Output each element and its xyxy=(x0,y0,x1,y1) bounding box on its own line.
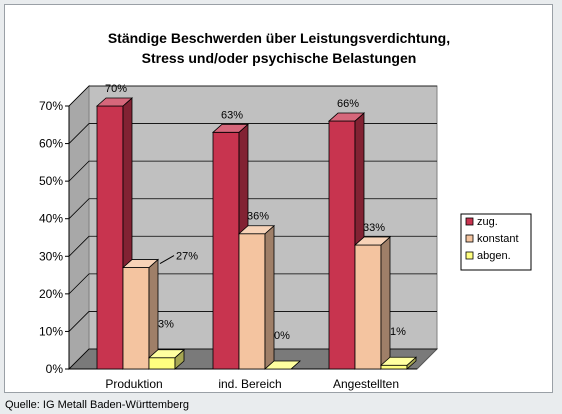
label-leader xyxy=(159,255,175,264)
bar-top xyxy=(353,236,392,246)
bar-side xyxy=(380,236,391,370)
chart-title-line-1: Ständige Beschwerden über Leistungsverdi… xyxy=(108,30,450,46)
y-tick-label: 60% xyxy=(39,137,63,151)
legend-label: abgen. xyxy=(477,250,511,262)
data-label: 33% xyxy=(363,222,385,234)
legend: zug. konstant abgen. xyxy=(460,213,532,271)
gridline xyxy=(68,348,437,370)
legend-swatch xyxy=(465,234,474,243)
data-label: 36% xyxy=(247,211,269,223)
bar-top xyxy=(147,349,186,359)
y-tick-label: 70% xyxy=(39,99,63,113)
x-tick-label: Produktion xyxy=(105,377,162,391)
legend-label: zug. xyxy=(477,216,498,228)
data-label: 66% xyxy=(337,98,359,110)
y-tick-label: 10% xyxy=(39,324,63,338)
bar-front xyxy=(380,364,408,370)
gridline xyxy=(68,123,437,144)
y-tick-label: 20% xyxy=(39,287,63,301)
source-note: Quelle: IG Metall Baden-Württemberg xyxy=(5,399,190,411)
bar-top xyxy=(237,225,276,235)
x-tick-label: Angestellten xyxy=(333,377,399,391)
plot-area: 0% 10% 20% 30% 40% 50% 60% 70% 70% 27% 3% Produktio… xyxy=(39,83,439,391)
legend-label: konstant xyxy=(477,233,519,245)
chart: Ständige Beschwerden über Leistungsverdi… xyxy=(39,30,532,391)
gridline xyxy=(68,311,437,332)
bar-front xyxy=(122,267,150,370)
bar-front xyxy=(212,131,240,370)
gridline xyxy=(68,85,437,107)
bar-top xyxy=(263,360,302,370)
gridline xyxy=(68,160,437,182)
legend-swatch xyxy=(465,217,474,226)
chart-title-line-2: Stress und/oder psychische Belastungen xyxy=(142,50,417,66)
data-label: 0% xyxy=(274,330,290,342)
legend-swatch xyxy=(465,251,474,260)
x-tick-label: ind. Bereich xyxy=(218,377,281,391)
gridline xyxy=(68,198,437,219)
y-tick-label: 50% xyxy=(39,174,63,188)
gridline xyxy=(68,235,437,257)
bar-front xyxy=(148,357,176,370)
bar-side xyxy=(264,224,275,370)
bar-top xyxy=(379,356,418,366)
side-wall xyxy=(68,84,90,371)
data-label: 70% xyxy=(105,83,127,95)
bar-top xyxy=(211,123,250,133)
gridline xyxy=(68,273,437,295)
y-tick-label: 0% xyxy=(46,362,64,376)
bar-top xyxy=(327,112,366,122)
bar-front xyxy=(238,233,266,370)
y-tick-label: 30% xyxy=(39,249,63,263)
chart-frame: Ständige Beschwerden über Leistungsverdi… xyxy=(4,4,553,393)
bar-front xyxy=(328,120,356,370)
data-label: 27% xyxy=(176,251,198,263)
y-tick-label: 40% xyxy=(39,212,63,226)
bar-front xyxy=(354,244,382,370)
bar-front xyxy=(96,105,124,370)
bar-top xyxy=(121,259,160,268)
bar-top xyxy=(95,97,134,107)
data-label: 63% xyxy=(221,109,243,121)
data-label: 1% xyxy=(390,326,406,338)
data-label: 3% xyxy=(158,319,174,331)
